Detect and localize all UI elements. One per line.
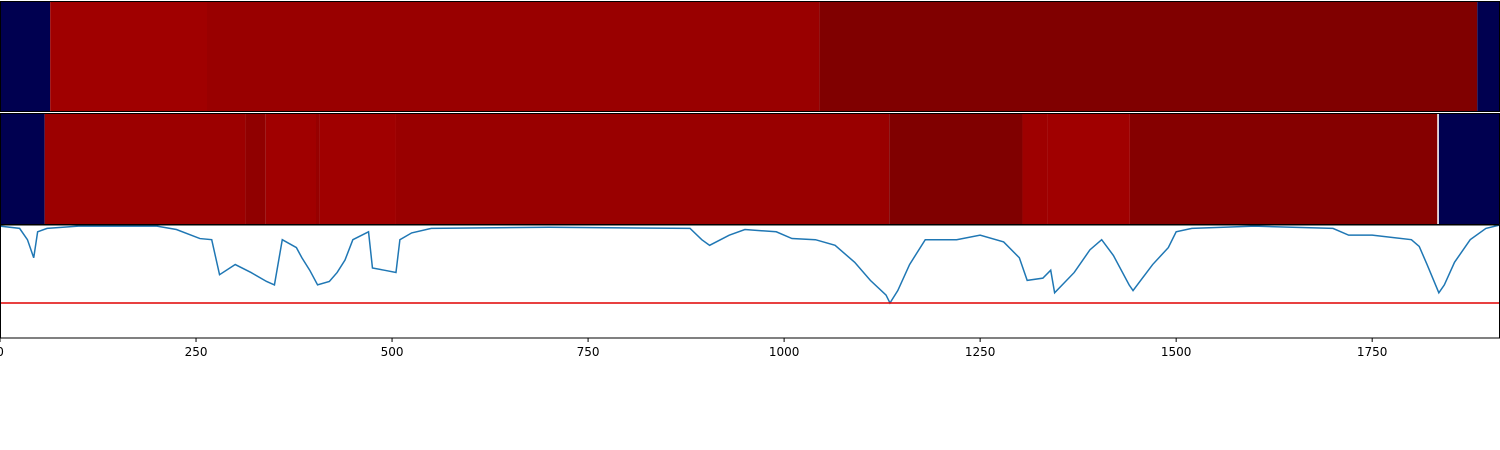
- strip-segment: [319, 113, 396, 225]
- strip-segment: [0, 1, 51, 112]
- x-tick-label: 1250: [965, 345, 996, 359]
- data-line: [0, 224, 1500, 305]
- plot-area: [0, 225, 1500, 338]
- strip-segment: [1438, 113, 1500, 225]
- strip-segment: [1477, 1, 1500, 112]
- strip-segment: [315, 113, 320, 225]
- x-tick-label: 1500: [1161, 345, 1192, 359]
- x-tick-label: 1000: [769, 345, 800, 359]
- strip-segment: [207, 1, 820, 112]
- strip-segment: [44, 113, 246, 225]
- x-tick-label: 500: [381, 345, 404, 359]
- strip-segment: [50, 1, 208, 112]
- strip-segment: [245, 113, 266, 225]
- strip-segment: [819, 1, 1478, 112]
- strip-segment: [889, 113, 1023, 225]
- strip-segment: [1022, 113, 1048, 225]
- strip-segment: [1047, 113, 1130, 225]
- x-tick-label: 250: [185, 345, 208, 359]
- strip-segment: [265, 113, 316, 225]
- strip-segment: [395, 113, 890, 225]
- x-tick-label: 0: [0, 345, 4, 359]
- strip-segment: [0, 113, 45, 225]
- strip-segment: [1129, 113, 1438, 225]
- x-tick-label: 750: [577, 345, 600, 359]
- x-tick-label: 1750: [1357, 345, 1388, 359]
